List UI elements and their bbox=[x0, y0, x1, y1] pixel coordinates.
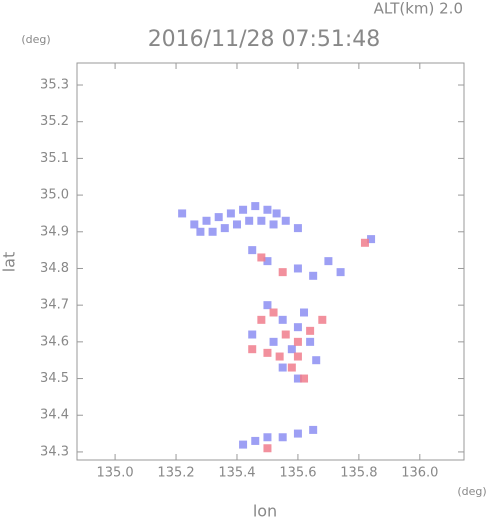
echo-point bbox=[269, 308, 278, 317]
x-tick-label: 135.4 bbox=[218, 466, 255, 481]
x-tick-label: 135.0 bbox=[96, 466, 133, 481]
x-tick-label: 135.8 bbox=[340, 466, 377, 481]
echo-point bbox=[239, 205, 248, 214]
y-tick-label: 35.1 bbox=[40, 151, 69, 166]
echo-point bbox=[190, 220, 199, 229]
echo-point bbox=[239, 440, 248, 449]
echo-point bbox=[232, 220, 241, 229]
y-tick-label: 34.3 bbox=[40, 444, 69, 459]
echo-point bbox=[312, 356, 321, 365]
echo-point bbox=[248, 246, 257, 255]
echo-point bbox=[257, 253, 266, 262]
x-tick-label: 135.2 bbox=[157, 466, 194, 481]
echo-point bbox=[275, 352, 284, 361]
y-axis-label: lat bbox=[0, 252, 19, 273]
x-axis-label: lon bbox=[253, 502, 277, 521]
echo-point bbox=[263, 433, 272, 442]
echo-point bbox=[278, 268, 287, 277]
y-tick-label: 34.8 bbox=[40, 261, 69, 276]
echo-point bbox=[248, 330, 257, 339]
echo-point bbox=[293, 352, 302, 361]
echo-point bbox=[278, 315, 287, 324]
echo-point bbox=[263, 205, 272, 214]
echo-point bbox=[263, 301, 272, 310]
echo-point bbox=[220, 224, 229, 233]
echo-point bbox=[293, 429, 302, 438]
echo-point bbox=[281, 330, 290, 339]
echo-point bbox=[306, 337, 315, 346]
y-tick-label: 35.3 bbox=[40, 78, 69, 93]
y-tick-label: 34.5 bbox=[40, 371, 69, 386]
echo-point bbox=[293, 337, 302, 346]
y-tick-label: 35.2 bbox=[40, 114, 69, 129]
y-tick-label: 34.4 bbox=[40, 408, 69, 423]
echo-point bbox=[208, 227, 217, 236]
echo-point bbox=[257, 315, 266, 324]
echo-point bbox=[263, 257, 272, 266]
echo-point bbox=[263, 348, 272, 357]
echo-point bbox=[293, 224, 302, 233]
echo-point bbox=[257, 216, 266, 225]
echo-point bbox=[196, 227, 205, 236]
echo-point bbox=[287, 363, 296, 372]
chart-title: 2016/11/28 07:51:48 bbox=[148, 27, 381, 52]
echo-point bbox=[272, 209, 281, 218]
echo-point bbox=[214, 213, 223, 222]
x-tick-label: 136.0 bbox=[401, 466, 438, 481]
echo-point bbox=[306, 326, 315, 335]
echo-point bbox=[251, 436, 260, 445]
x-tick-label: 135.6 bbox=[279, 466, 316, 481]
echo-point bbox=[278, 363, 287, 372]
y-tick-label: 34.9 bbox=[40, 224, 69, 239]
echo-point bbox=[287, 345, 296, 354]
echo-point bbox=[309, 271, 318, 280]
echo-point bbox=[269, 337, 278, 346]
echo-point bbox=[178, 209, 187, 218]
echo-point bbox=[263, 444, 272, 453]
plot-frame bbox=[76, 62, 465, 461]
echo-point bbox=[309, 425, 318, 434]
echo-point bbox=[300, 308, 309, 317]
y-tick-label: 34.7 bbox=[40, 298, 69, 313]
echo-point bbox=[360, 238, 369, 247]
y-unit: (deg) bbox=[21, 33, 50, 46]
echo-point bbox=[281, 216, 290, 225]
echo-point bbox=[318, 315, 327, 324]
echo-point bbox=[248, 345, 257, 354]
x-unit: (deg) bbox=[457, 485, 486, 498]
echo-point bbox=[293, 264, 302, 273]
echo-point bbox=[226, 209, 235, 218]
altitude: ALT(km) 2.0 bbox=[374, 0, 463, 18]
echo-point bbox=[278, 433, 287, 442]
echo-point bbox=[245, 216, 254, 225]
echo-point bbox=[324, 257, 333, 266]
echo-point bbox=[367, 235, 376, 244]
echo-point bbox=[293, 374, 302, 383]
y-tick-label: 35.0 bbox=[40, 188, 69, 203]
echo-point bbox=[336, 268, 345, 277]
y-tick-label: 34.6 bbox=[40, 334, 69, 349]
echo-point bbox=[269, 220, 278, 229]
echo-point bbox=[251, 202, 260, 211]
echo-point bbox=[202, 216, 211, 225]
echo-point bbox=[293, 323, 302, 332]
echo-point bbox=[300, 374, 309, 383]
